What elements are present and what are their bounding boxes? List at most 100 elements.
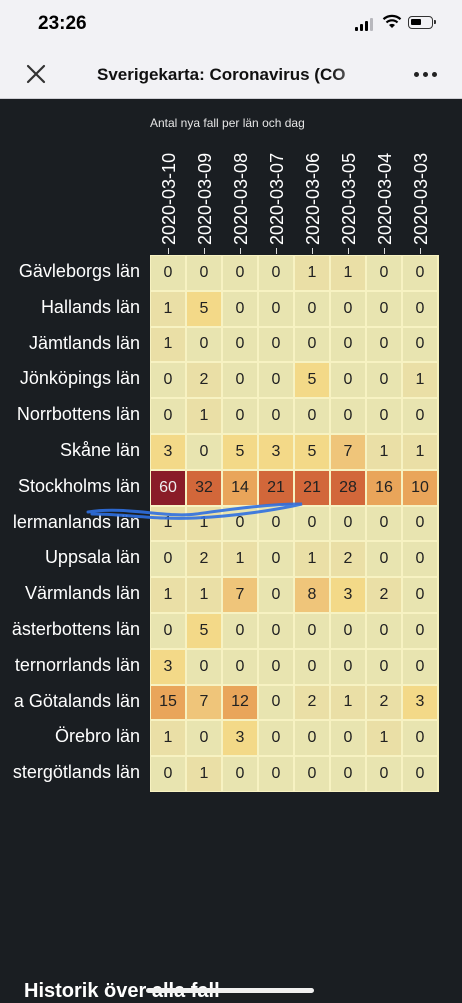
- heatmap-cell: 0: [294, 290, 330, 327]
- battery-icon: [408, 16, 436, 29]
- navigation-bar: Sverigekarta: Coronavirus (CO: [0, 50, 462, 99]
- row-label: Värmlands län: [24, 583, 140, 604]
- heatmap-cell: 3: [222, 720, 258, 757]
- heatmap-cell: 1: [186, 505, 222, 542]
- heatmap-cell: 0: [222, 398, 258, 434]
- heatmap-cell: 0: [258, 398, 294, 434]
- status-time: 23:26: [38, 13, 87, 34]
- column-label: 2020-03-04: [366, 130, 402, 245]
- heatmap-cell: 0: [294, 326, 330, 363]
- row-label: Örebro län: [54, 726, 140, 747]
- heatmap-cell: 0: [402, 577, 438, 613]
- heatmap-cell: 1: [330, 255, 366, 291]
- pen-scribble: [86, 502, 303, 520]
- heatmap-cell: 1: [150, 720, 186, 757]
- heatmap-cell: 0: [402, 255, 438, 291]
- heatmap-cell: 0: [402, 398, 438, 434]
- heatmap-cell: 0: [294, 756, 330, 792]
- row-label: stergötlands län: [12, 762, 140, 783]
- heatmap-cell: 1: [366, 720, 402, 757]
- wifi-icon: [382, 14, 402, 28]
- chart-title: Antal nya fall per län och dag: [150, 116, 305, 130]
- column-tick: [168, 248, 169, 254]
- heatmap-cell: 3: [402, 684, 438, 721]
- heatmap-cell: 1: [402, 362, 438, 399]
- heatmap-cell: 2: [330, 541, 366, 578]
- heatmap-cell: 8: [294, 577, 330, 613]
- heatmap-cell: 0: [222, 756, 258, 792]
- heatmap-cell: 0: [330, 613, 366, 649]
- heatmap-cell: 0: [150, 255, 186, 291]
- row-label: ästerbottens län: [11, 619, 140, 639]
- column-tick: [312, 248, 313, 254]
- column-tick: [420, 248, 421, 254]
- column-tick: [348, 248, 349, 254]
- heatmap-cell: 0: [186, 255, 222, 291]
- heatmap-cell: 0: [330, 648, 366, 685]
- heatmap-cell: 5: [186, 290, 222, 327]
- column-label-text: 2020-03-05: [339, 152, 359, 245]
- heatmap-cell: 0: [222, 290, 258, 327]
- heatmap-cell: 0: [402, 541, 438, 578]
- page-title: Sverigekarta: Coronavirus (CO: [97, 65, 346, 84]
- column-label-text: 2020-03-06: [303, 152, 323, 245]
- heatmap-cell: 0: [402, 290, 438, 327]
- heatmap-cell: 7: [186, 684, 222, 721]
- column-label: 2020-03-10: [150, 130, 186, 245]
- heatmap-cell: 5: [186, 613, 222, 649]
- heatmap-cell: 0: [294, 505, 330, 542]
- heatmap-cell: 7: [222, 577, 258, 613]
- column-label: 2020-03-09: [186, 130, 222, 245]
- heatmap-cell: 0: [222, 362, 258, 399]
- column-label-text: 2020-03-10: [159, 152, 179, 245]
- heatmap-cell: 0: [366, 362, 402, 399]
- heatmap-cell: 0: [186, 648, 222, 685]
- heatmap-cell: 1: [294, 541, 330, 578]
- more-options-icon[interactable]: [414, 69, 438, 79]
- column-label-text: 2020-03-03: [411, 152, 431, 245]
- row-label: a Götalands län: [13, 690, 140, 711]
- heatmap-cell: 1: [186, 756, 222, 792]
- heatmap-cell: 0: [330, 505, 366, 542]
- heatmap-cell: 1: [366, 434, 402, 470]
- column-label: 2020-03-05: [330, 130, 366, 245]
- heatmap-cell: 0: [258, 290, 294, 327]
- heatmap-cell: 0: [150, 613, 186, 649]
- heatmap-cell: 12: [222, 684, 258, 721]
- column-tick: [276, 248, 277, 254]
- heatmap-cell: 5: [294, 362, 330, 399]
- heatmap-cell: 1: [150, 505, 186, 542]
- heatmap-cell: 0: [294, 398, 330, 434]
- heatmap-cell: 0: [330, 398, 366, 434]
- heatmap-cell: 0: [258, 362, 294, 399]
- heatmap-cell: 0: [366, 648, 402, 685]
- close-icon[interactable]: [24, 62, 48, 86]
- heatmap-cell: 0: [330, 326, 366, 363]
- heatmap-cell: 3: [150, 648, 186, 685]
- heatmap-cell: 0: [366, 756, 402, 792]
- column-label: 2020-03-08: [222, 130, 258, 245]
- heatmap-cell: 0: [366, 541, 402, 578]
- heatmap-cell: 16: [366, 469, 402, 506]
- heatmap-cell: 0: [366, 290, 402, 327]
- heatmap-cell: 1: [330, 684, 366, 721]
- row-label: Gävleborgs län: [18, 261, 140, 281]
- status-bar: 23:26: [0, 0, 462, 50]
- heatmap-cell: 3: [258, 434, 294, 470]
- heatmap-cell: 10: [402, 469, 438, 506]
- row-label: Jönköpings län: [19, 368, 140, 389]
- column-tick: [240, 248, 241, 254]
- heatmap-cell: 5: [294, 434, 330, 470]
- home-indicator[interactable]: [146, 988, 314, 993]
- heatmap-cell: 0: [150, 362, 186, 399]
- heatmap-cell: 0: [402, 326, 438, 363]
- heatmap-cell: 15: [150, 684, 186, 721]
- heatmap-cell: 0: [330, 362, 366, 399]
- heatmap-cell: 1: [150, 326, 186, 363]
- heatmap-cell: 0: [258, 326, 294, 363]
- heatmap-cell: 0: [186, 326, 222, 363]
- history-section-title: Historik över alla fall: [24, 980, 220, 1002]
- heatmap-cell: 0: [330, 720, 366, 757]
- row-label: Jämtlands län: [28, 332, 140, 353]
- heatmap-cell: 0: [366, 398, 402, 434]
